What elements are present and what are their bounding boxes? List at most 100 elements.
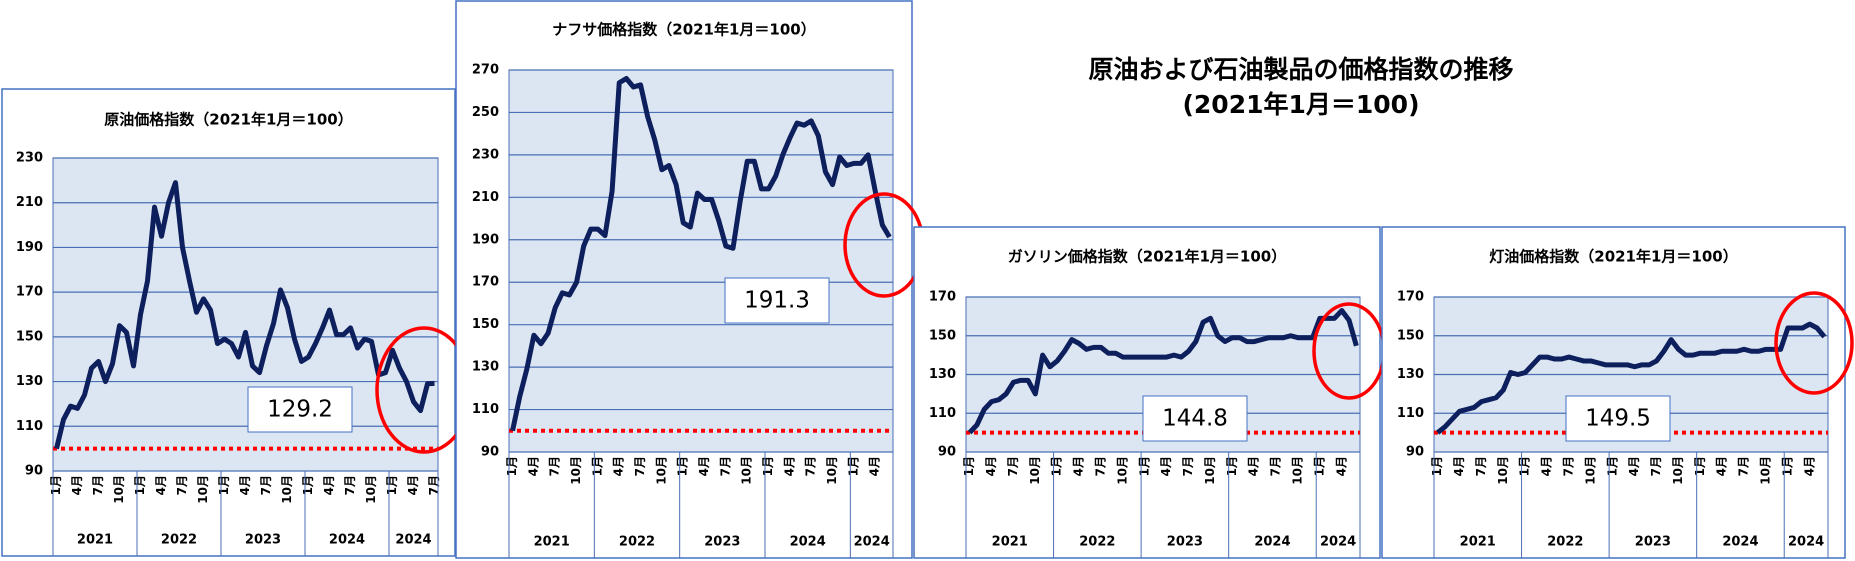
x-tick-label: 4月 bbox=[1247, 456, 1261, 476]
x-tick-label: 4月 bbox=[238, 475, 252, 495]
x-tick-label: 7月 bbox=[548, 456, 562, 476]
y-tick-label: 110 bbox=[16, 419, 43, 434]
x-tick-label: 7月 bbox=[427, 475, 441, 495]
x-tick-label: 10月 bbox=[280, 475, 294, 504]
x-tick-label: 7月 bbox=[259, 475, 273, 495]
x-tick-label: 1月 bbox=[676, 456, 690, 476]
y-tick-label: 130 bbox=[16, 374, 43, 389]
y-tick-label: 170 bbox=[1397, 290, 1424, 305]
data-line bbox=[967, 308, 1359, 435]
value-label: 129.2 bbox=[267, 397, 333, 423]
page-title: 原油および石油製品の価格指数の推移 bbox=[1088, 55, 1513, 84]
x-tick-label: 1月 bbox=[1780, 456, 1794, 476]
y-tick-label: 150 bbox=[16, 329, 43, 344]
x-tick-label: 10月 bbox=[569, 456, 583, 485]
x-tick-label: 10月 bbox=[1028, 456, 1042, 485]
year-label: 2022 bbox=[619, 535, 655, 550]
highlight-ellipse bbox=[1774, 291, 1854, 395]
x-tick-label: 1月 bbox=[761, 456, 775, 476]
callout-box bbox=[724, 277, 830, 324]
x-tick-label: 4月 bbox=[406, 475, 420, 495]
x-tick-label: 1月 bbox=[962, 456, 976, 476]
value-label: 144.8 bbox=[1162, 406, 1228, 432]
x-tick-label: 10月 bbox=[1758, 456, 1772, 485]
year-label: 2021 bbox=[77, 533, 113, 548]
year-label: 2024 bbox=[1788, 535, 1824, 550]
y-tick-label: 170 bbox=[472, 275, 499, 290]
value-label: 191.3 bbox=[744, 288, 810, 314]
y-tick-label: 150 bbox=[472, 317, 499, 332]
y-tick-label: 190 bbox=[16, 240, 43, 255]
y-tick-label: 90 bbox=[1406, 445, 1424, 460]
year-label: 2024 bbox=[1254, 535, 1290, 550]
y-tick-label: 130 bbox=[929, 367, 956, 382]
x-tick-label: 4月 bbox=[1802, 456, 1816, 476]
x-tick-label: 4月 bbox=[1452, 456, 1466, 476]
x-tick-label: 7月 bbox=[1006, 456, 1020, 476]
x-tick-label: 7月 bbox=[1737, 456, 1751, 476]
chart-title: 原油価格指数（2021年1月＝100） bbox=[104, 111, 353, 129]
x-tick-label: 1月 bbox=[385, 475, 399, 495]
y-tick-label: 150 bbox=[1397, 328, 1424, 343]
x-tick-label: 4月 bbox=[782, 456, 796, 476]
x-tick-label: 7月 bbox=[1474, 456, 1488, 476]
x-tick-label: 1月 bbox=[1050, 456, 1064, 476]
y-tick-label: 210 bbox=[16, 195, 43, 210]
y-tick-label: 90 bbox=[938, 445, 956, 460]
x-tick-label: 7月 bbox=[1181, 456, 1195, 476]
x-tick-label: 1月 bbox=[1312, 456, 1326, 476]
x-tick-label: 7月 bbox=[718, 456, 732, 476]
year-label: 2021 bbox=[1460, 535, 1496, 550]
y-tick-label: 250 bbox=[472, 105, 499, 120]
year-label: 2024 bbox=[790, 535, 826, 550]
x-tick-label: 1月 bbox=[1693, 456, 1707, 476]
x-tick-label: 1月 bbox=[49, 475, 63, 495]
x-tick-label: 7月 bbox=[804, 456, 818, 476]
year-label: 2024 bbox=[329, 533, 365, 548]
x-tick-label: 7月 bbox=[343, 475, 357, 495]
x-tick-label: 4月 bbox=[1334, 456, 1348, 476]
plot-area bbox=[508, 69, 894, 453]
x-tick-label: 10月 bbox=[654, 456, 668, 485]
x-tick-label: 10月 bbox=[196, 475, 210, 504]
x-tick-label: 4月 bbox=[154, 475, 168, 495]
y-tick-label: 130 bbox=[1397, 367, 1424, 382]
year-label: 2022 bbox=[1079, 535, 1115, 550]
x-tick-label: 1月 bbox=[1430, 456, 1444, 476]
x-tick-label: 4月 bbox=[1540, 456, 1554, 476]
x-tick-label: 1月 bbox=[1225, 456, 1239, 476]
x-tick-label: 1月 bbox=[301, 475, 315, 495]
x-tick-label: 7月 bbox=[633, 456, 647, 476]
year-label: 2021 bbox=[534, 535, 570, 550]
x-tick-label: 4月 bbox=[1159, 456, 1173, 476]
x-tick-label: 4月 bbox=[697, 456, 711, 476]
year-label: 2023 bbox=[1635, 535, 1671, 550]
plot-area bbox=[52, 157, 439, 472]
x-tick-label: 10月 bbox=[825, 456, 839, 485]
year-label: 2021 bbox=[992, 535, 1028, 550]
data-line bbox=[54, 180, 435, 450]
x-tick-label: 7月 bbox=[175, 475, 189, 495]
y-tick-label: 170 bbox=[16, 285, 43, 300]
x-tick-label: 10月 bbox=[1671, 456, 1685, 485]
x-tick-label: 1月 bbox=[846, 456, 860, 476]
x-tick-label: 4月 bbox=[526, 456, 540, 476]
x-tick-label: 10月 bbox=[740, 456, 754, 485]
x-tick-label: 1月 bbox=[1518, 456, 1532, 476]
x-tick-label: 10月 bbox=[1583, 456, 1597, 485]
year-label: 2024 bbox=[1320, 535, 1356, 550]
y-tick-label: 110 bbox=[1397, 406, 1424, 421]
callout-box bbox=[247, 386, 353, 433]
y-tick-label: 190 bbox=[472, 232, 499, 247]
y-tick-label: 90 bbox=[25, 464, 43, 479]
x-tick-label: 7月 bbox=[1269, 456, 1283, 476]
x-tick-label: 1月 bbox=[217, 475, 231, 495]
callout-box bbox=[1142, 395, 1248, 442]
year-label: 2023 bbox=[245, 533, 281, 548]
x-tick-label: 4月 bbox=[868, 456, 882, 476]
y-tick-label: 230 bbox=[16, 151, 43, 166]
year-label: 2022 bbox=[1547, 535, 1583, 550]
year-label: 2024 bbox=[1722, 535, 1758, 550]
y-tick-label: 230 bbox=[472, 147, 499, 162]
